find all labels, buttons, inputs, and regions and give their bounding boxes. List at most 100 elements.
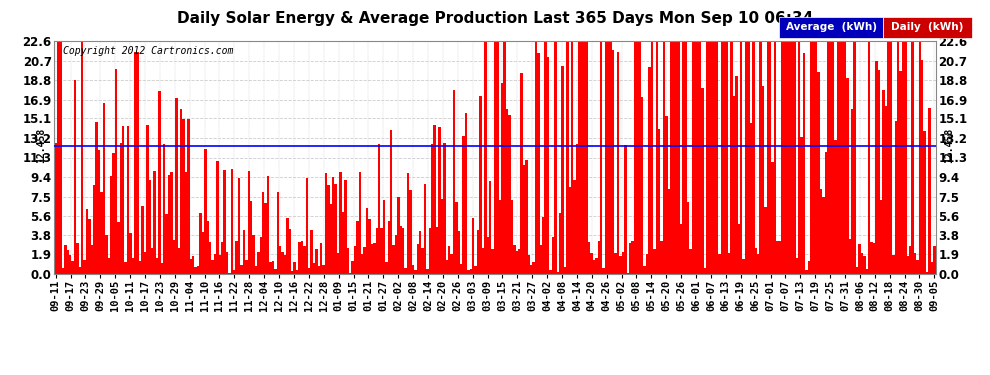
Bar	[479, 96, 482, 274]
Bar	[926, 272, 929, 274]
Bar	[318, 266, 320, 274]
Bar	[214, 254, 216, 274]
Bar	[323, 265, 325, 274]
Bar	[842, 41, 843, 274]
Bar	[387, 220, 390, 274]
Bar	[726, 41, 728, 274]
Bar	[723, 41, 726, 274]
Bar	[100, 192, 103, 274]
Bar	[624, 145, 627, 274]
Bar	[561, 66, 563, 274]
Bar	[301, 241, 303, 274]
Bar	[830, 41, 832, 274]
Bar	[98, 150, 100, 274]
Bar	[648, 67, 650, 274]
Bar	[576, 144, 578, 274]
Bar	[692, 41, 694, 274]
Bar	[66, 251, 69, 274]
Bar	[525, 160, 528, 274]
Bar	[934, 246, 936, 274]
Bar	[155, 258, 158, 274]
Bar	[315, 249, 318, 274]
Bar	[837, 41, 839, 274]
Text: 12.458: 12.458	[944, 128, 954, 163]
Bar	[856, 267, 858, 274]
Bar	[370, 244, 373, 274]
Bar	[895, 121, 897, 274]
Bar	[127, 126, 130, 274]
Bar	[588, 242, 590, 274]
Bar	[390, 129, 392, 274]
Bar	[650, 41, 653, 274]
Bar	[122, 126, 125, 274]
Text: Daily  (kWh): Daily (kWh)	[891, 22, 964, 32]
Bar	[192, 256, 194, 274]
Bar	[540, 244, 543, 274]
Bar	[573, 180, 576, 274]
Bar	[523, 165, 525, 274]
Bar	[818, 72, 820, 274]
Bar	[885, 106, 887, 274]
Bar	[378, 144, 380, 274]
Bar	[645, 254, 648, 274]
Bar	[627, 273, 629, 274]
Bar	[110, 176, 113, 274]
Bar	[796, 258, 798, 274]
Bar	[687, 202, 689, 274]
Bar	[711, 41, 714, 274]
Bar	[279, 246, 281, 274]
Bar	[813, 41, 815, 274]
Bar	[583, 41, 585, 274]
Bar	[444, 142, 446, 274]
Bar	[380, 228, 383, 274]
Bar	[632, 241, 634, 274]
Bar	[368, 219, 370, 274]
Bar	[320, 243, 323, 274]
Bar	[207, 221, 209, 274]
Bar	[593, 260, 595, 274]
Bar	[791, 41, 793, 274]
Bar	[221, 242, 224, 274]
Text: 12.458: 12.458	[36, 128, 46, 163]
Bar	[78, 267, 81, 274]
Bar	[491, 249, 494, 274]
Bar	[851, 110, 853, 274]
Bar	[919, 41, 921, 274]
Bar	[793, 41, 796, 274]
Bar	[759, 41, 761, 274]
Bar	[677, 41, 680, 274]
Bar	[653, 249, 655, 274]
Bar	[330, 204, 332, 274]
Bar	[721, 41, 723, 274]
Bar	[482, 249, 484, 274]
Bar	[658, 129, 660, 274]
Bar	[800, 137, 803, 274]
Bar	[332, 177, 335, 274]
Bar	[407, 173, 409, 274]
Bar	[769, 41, 771, 274]
Bar	[892, 255, 895, 274]
Bar	[757, 254, 759, 274]
Bar	[409, 189, 412, 274]
Bar	[262, 192, 264, 274]
Bar	[810, 41, 813, 274]
Bar	[236, 241, 238, 274]
Bar	[670, 41, 672, 274]
Bar	[877, 70, 880, 274]
Bar	[429, 228, 431, 274]
Bar	[264, 203, 267, 274]
Bar	[348, 273, 351, 274]
Bar	[64, 245, 66, 274]
Bar	[204, 149, 207, 274]
Bar	[199, 213, 202, 274]
Bar	[728, 252, 731, 274]
Bar	[419, 231, 422, 274]
Text: Daily Solar Energy & Average Production Last 365 Days Mon Sep 10 06:34: Daily Solar Energy & Average Production …	[177, 11, 813, 26]
Bar	[447, 246, 450, 274]
Bar	[774, 41, 776, 274]
Bar	[182, 119, 185, 274]
Bar	[870, 242, 873, 274]
Bar	[276, 192, 279, 274]
Bar	[427, 269, 429, 274]
Bar	[105, 236, 108, 274]
